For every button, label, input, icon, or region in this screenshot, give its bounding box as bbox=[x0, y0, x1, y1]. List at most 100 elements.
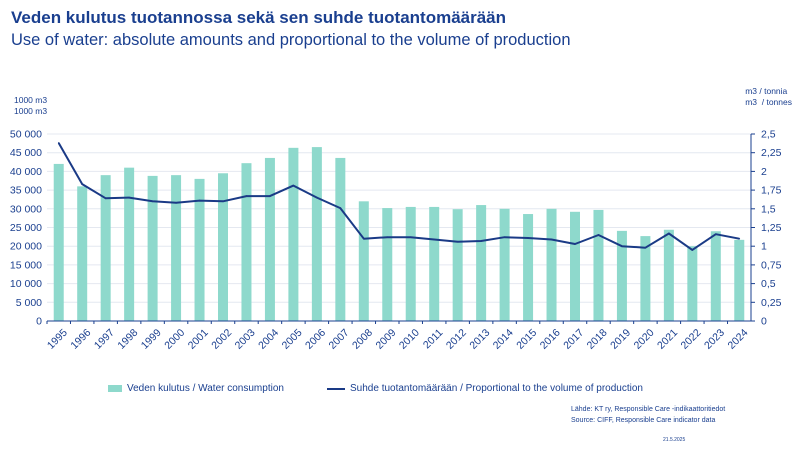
ratio-point bbox=[456, 240, 459, 243]
x-tick-label: 2002 bbox=[209, 327, 234, 352]
bar bbox=[593, 209, 604, 321]
ratio-point bbox=[104, 197, 107, 200]
y-left-tick-label: 5 000 bbox=[16, 297, 42, 309]
y-left-tick-label: 10 000 bbox=[10, 278, 42, 290]
x-tick-label: 2022 bbox=[679, 327, 704, 352]
x-tick-label: 2001 bbox=[186, 327, 211, 352]
ratio-point bbox=[621, 245, 623, 247]
y-left-tick-label: 0 bbox=[36, 316, 42, 328]
x-tick-label: 1999 bbox=[139, 327, 164, 352]
x-tick-label: 2009 bbox=[373, 327, 398, 352]
ratio-point bbox=[292, 184, 295, 187]
y-right-tick-label: 0,25 bbox=[761, 297, 782, 309]
bar bbox=[124, 167, 135, 321]
x-tick-label: 2020 bbox=[632, 327, 657, 352]
bar bbox=[616, 230, 627, 321]
bar bbox=[218, 173, 228, 321]
ratio-point bbox=[668, 232, 670, 235]
x-tick-label: 1998 bbox=[115, 327, 140, 352]
bar bbox=[147, 175, 158, 321]
ratio-point bbox=[57, 142, 60, 144]
legend-item-proportional: Suhde tuotantomäärään / Proportional to … bbox=[327, 383, 643, 394]
y-right-tick-label: 0,75 bbox=[761, 259, 782, 271]
grid-lines bbox=[47, 133, 751, 322]
ratio-point bbox=[409, 236, 412, 239]
bar bbox=[358, 201, 369, 321]
x-tick-label: 2008 bbox=[350, 327, 375, 352]
ratio-point bbox=[527, 237, 529, 239]
bar bbox=[734, 239, 745, 321]
y-right-tick-label: 1,25 bbox=[761, 222, 782, 234]
x-tick-label: 2010 bbox=[397, 327, 422, 352]
ratio-point bbox=[339, 207, 342, 209]
x-tick-label: 2000 bbox=[162, 327, 187, 352]
ratio-point bbox=[574, 243, 576, 245]
x-tick-label: 1995 bbox=[45, 327, 70, 352]
y-right-tick-label: 2,5 bbox=[761, 129, 776, 141]
bar bbox=[264, 157, 275, 321]
y-left-tick-label: 25 000 bbox=[10, 222, 42, 234]
y-right-tick-label: 1 bbox=[761, 241, 767, 253]
x-tick-label: 2019 bbox=[608, 327, 633, 352]
x-tick-label: 2011 bbox=[421, 327, 446, 352]
ratio-point bbox=[480, 240, 482, 242]
y-right-tick-label: 0 bbox=[761, 316, 767, 328]
ratio-point bbox=[175, 202, 177, 204]
ratio-point bbox=[550, 238, 553, 241]
x-tick-label: 2007 bbox=[327, 327, 352, 352]
y-left-tick-label: 30 000 bbox=[10, 203, 42, 215]
ratio-point bbox=[316, 196, 318, 199]
ratio-point bbox=[503, 236, 506, 239]
chart-subtitle: Use of water: absolute amounts and propo… bbox=[11, 31, 571, 49]
x-tick-label: 1996 bbox=[68, 327, 93, 352]
bar bbox=[452, 209, 463, 321]
ratio-point bbox=[128, 196, 130, 199]
ratio-point bbox=[363, 237, 365, 240]
bar bbox=[499, 208, 510, 321]
ratio-point bbox=[644, 246, 647, 249]
x-tick-label: 1997 bbox=[92, 327, 117, 352]
source-fi: Lähde: KT ry, Responsible Care -indikaat… bbox=[571, 406, 726, 413]
legend-item-water-consumption: Veden kulutus / Water consumption bbox=[108, 383, 284, 394]
ratio-point bbox=[222, 200, 224, 203]
x-tick-label: 2023 bbox=[702, 327, 727, 352]
x-tick-label: 2024 bbox=[725, 327, 750, 352]
bar bbox=[523, 214, 534, 321]
x-tick-label: 2006 bbox=[303, 327, 328, 352]
x-tick-label: 2012 bbox=[444, 327, 469, 352]
bar bbox=[546, 208, 557, 321]
x-tick-label: 2016 bbox=[538, 327, 563, 352]
ratio-series-line bbox=[57, 142, 740, 251]
ratio-point bbox=[269, 195, 271, 197]
left-axis-unit: 1000 m3 1000 m3 bbox=[14, 95, 48, 116]
ratio-point bbox=[198, 199, 201, 202]
ratio-point bbox=[597, 234, 600, 236]
bar bbox=[241, 163, 252, 321]
right-axis-unit: m3 / tonnia m3 / tonnes bbox=[745, 86, 792, 107]
y-right-tick-label: 1,75 bbox=[761, 185, 782, 197]
x-tick-label: 2014 bbox=[491, 327, 516, 352]
x-tick-label: 2021 bbox=[655, 327, 680, 352]
bar bbox=[335, 157, 346, 321]
source-en: Source: CIFF, Responsible Care indicator… bbox=[571, 417, 716, 424]
bar bbox=[476, 205, 487, 321]
y-left-tick-label: 20 000 bbox=[10, 241, 42, 253]
y-left-tick-label: 45 000 bbox=[10, 147, 42, 159]
bar bbox=[429, 206, 440, 321]
legend-line-swatch bbox=[327, 387, 345, 390]
bar bbox=[382, 208, 393, 321]
x-tick-label: 2017 bbox=[561, 327, 586, 352]
x-tick-label: 2004 bbox=[256, 327, 281, 352]
x-tick-label: 2013 bbox=[467, 327, 492, 352]
bar bbox=[194, 178, 205, 321]
x-tick-label: 2015 bbox=[514, 327, 539, 352]
chart-title: Veden kulutus tuotannossa sekä sen suhde… bbox=[11, 8, 507, 27]
bar bbox=[663, 229, 674, 321]
y-right-tick-label: 0,5 bbox=[761, 278, 776, 290]
y-right-tick-label: 2,25 bbox=[761, 147, 782, 159]
bar bbox=[77, 186, 88, 321]
publication-date: 21.5.2025 bbox=[663, 437, 686, 443]
bar bbox=[171, 175, 182, 321]
bar bbox=[405, 206, 416, 321]
bar bbox=[640, 236, 651, 321]
